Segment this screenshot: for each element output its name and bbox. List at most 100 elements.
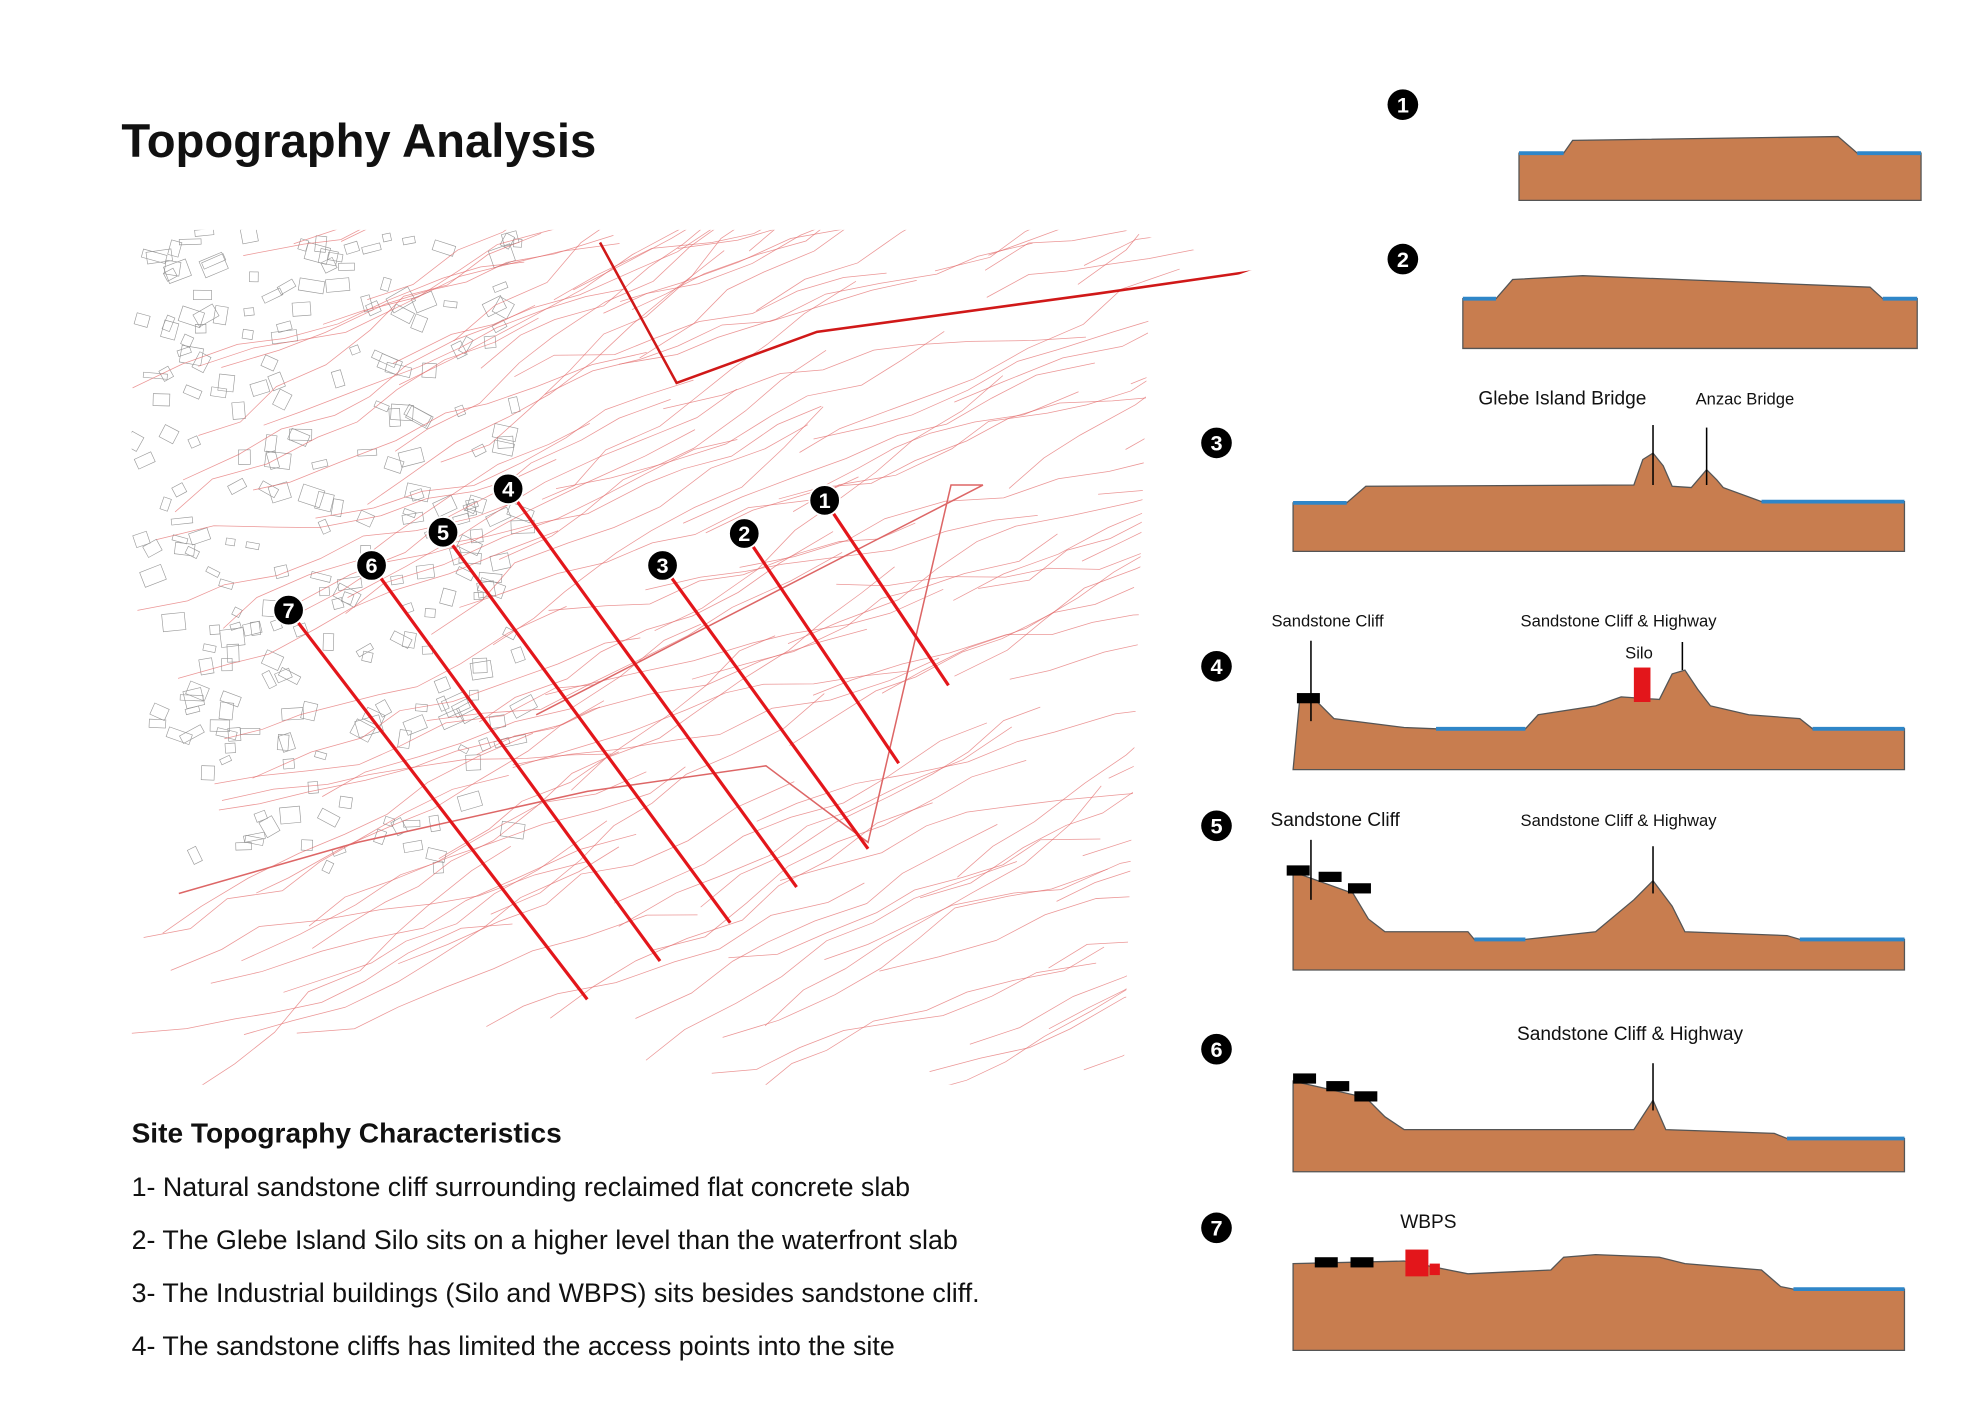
building (476, 580, 497, 599)
building (281, 707, 305, 721)
contour-line (756, 229, 1140, 311)
building (200, 765, 215, 781)
contour-line (691, 533, 1058, 680)
building (330, 498, 344, 518)
contour-line (394, 229, 727, 452)
section-line (823, 499, 950, 687)
building (397, 729, 412, 749)
building (432, 494, 458, 518)
building (510, 646, 526, 664)
building (360, 294, 374, 313)
section-number-badge (1201, 427, 1232, 459)
building (161, 314, 176, 333)
contour-line (618, 726, 1012, 927)
contour-line (170, 860, 589, 971)
building (225, 537, 236, 547)
contour-line (300, 429, 696, 613)
building (229, 621, 242, 631)
building (133, 312, 151, 328)
industrial-building (1429, 1263, 1440, 1276)
map-marker (808, 484, 841, 517)
contour-line (486, 882, 865, 1027)
building (210, 386, 228, 399)
building (224, 742, 236, 754)
building (167, 239, 183, 258)
building (390, 403, 414, 422)
building (192, 289, 212, 301)
building (209, 624, 221, 635)
contour-line (322, 623, 702, 797)
building (176, 346, 192, 357)
building (403, 819, 421, 828)
building (331, 597, 345, 610)
contour-line (283, 820, 608, 993)
building (472, 657, 488, 674)
contour-line (347, 388, 737, 598)
building (456, 790, 483, 812)
section-label: Sandstone Cliff (1271, 810, 1401, 831)
building (373, 828, 388, 845)
building (499, 820, 526, 840)
building (202, 643, 217, 654)
building (243, 831, 266, 843)
building (279, 805, 302, 825)
building (491, 423, 519, 443)
map-marker (355, 549, 388, 582)
contour-line (512, 670, 909, 769)
contour-line (541, 280, 857, 500)
building (179, 724, 205, 744)
building (170, 516, 194, 526)
contour-line (438, 635, 776, 860)
contour-line (436, 405, 822, 546)
contour-line (252, 637, 641, 779)
map-marker-label: 2 (738, 521, 750, 546)
building (471, 443, 487, 458)
building (162, 267, 178, 282)
contour-line (512, 657, 940, 766)
building (226, 643, 240, 663)
building (401, 511, 425, 525)
building (307, 781, 319, 794)
building (374, 699, 393, 718)
building (171, 482, 188, 498)
building (402, 508, 417, 519)
section-label: WBPS (1400, 1212, 1456, 1233)
section-number: 5 (1210, 813, 1222, 838)
contour-line (1077, 229, 1258, 285)
contour-line (393, 229, 762, 364)
section-terrain (1292, 452, 1906, 553)
building-block (1354, 1091, 1378, 1102)
building (326, 251, 344, 263)
building (163, 259, 182, 277)
industrial-building (1405, 1249, 1429, 1277)
building (231, 606, 243, 618)
building (349, 344, 361, 356)
building (365, 300, 382, 317)
contour-line (571, 566, 895, 791)
map-marker-label: 1 (819, 488, 831, 513)
contour-line (799, 268, 1180, 453)
contour-line (635, 824, 998, 1019)
contour-line (315, 379, 694, 519)
building (212, 305, 229, 326)
building (231, 401, 246, 420)
section-number: 1 (1397, 92, 1409, 117)
building (502, 626, 518, 641)
building (383, 456, 405, 474)
map-marker (491, 472, 525, 506)
contour-line (984, 229, 1258, 271)
building (361, 242, 382, 255)
section-number-badge (1201, 1212, 1232, 1244)
contour-line (639, 229, 978, 359)
section-number-badge (1387, 89, 1419, 120)
building (267, 371, 286, 392)
building (338, 795, 353, 810)
characteristics-heading: Site Topography Characteristics (132, 1117, 562, 1148)
contour-line (934, 229, 1258, 272)
building (188, 527, 212, 546)
building (497, 435, 514, 449)
contour-line (789, 587, 1135, 746)
section-label: Sandstone Cliff & Highway (1521, 811, 1718, 830)
section-profiles: 1 2 Glebe Island Bridge Anzac Bridge 3 Sandst… (1201, 89, 1922, 1352)
building (148, 718, 167, 729)
